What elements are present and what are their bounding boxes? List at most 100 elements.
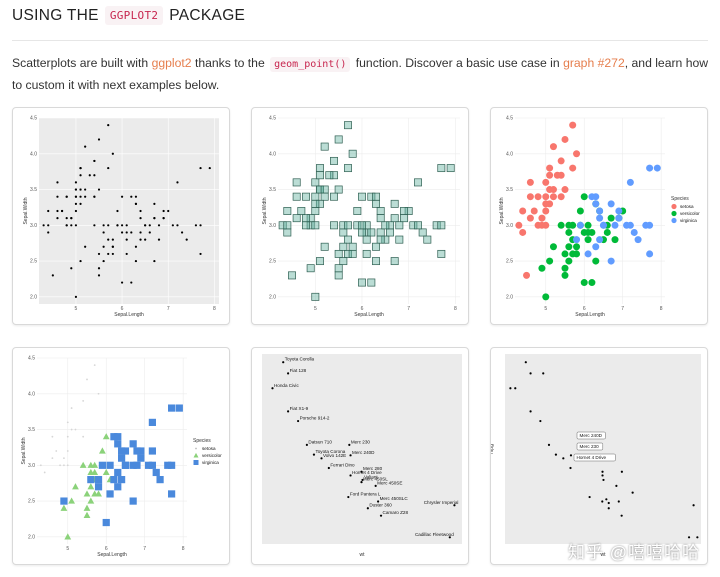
point-label: Camaro Z28 xyxy=(383,510,409,515)
data-point xyxy=(118,476,126,484)
ggplot2-link[interactable]: ggplot2 xyxy=(151,56,192,70)
data-point xyxy=(687,536,691,539)
data-point xyxy=(283,221,292,230)
chart-card-highlight[interactable]: wt mpg Merc 240D Merc 230 Hornet 4 Drive xyxy=(490,347,708,565)
data-point xyxy=(134,195,138,198)
data-point xyxy=(311,192,320,201)
point-label: Merc 450SE xyxy=(377,480,402,485)
heading-prefix: USING THE xyxy=(12,6,99,24)
point-label: Merc 450SL xyxy=(363,477,388,482)
data-point xyxy=(110,433,118,441)
data-point xyxy=(418,228,427,237)
species-color-scatter-chart: 5 6 7 8 2.0 2.5 3.0 3.5 4.0 4.5 Sepal.Length Sepal.… xyxy=(499,116,700,318)
highlight-label-box xyxy=(573,453,616,462)
data-point xyxy=(349,474,352,477)
data-point xyxy=(134,259,138,263)
intro-text-2: thanks to the xyxy=(194,56,265,70)
data-point xyxy=(509,387,512,390)
data-point xyxy=(148,231,151,234)
data-point xyxy=(51,457,54,460)
data-point xyxy=(547,443,551,447)
data-point xyxy=(366,507,369,510)
x-axis-label: Sepal.Length xyxy=(114,312,144,318)
data-point xyxy=(615,214,623,222)
data-point xyxy=(65,195,68,198)
data-point xyxy=(91,461,99,468)
data-point xyxy=(311,221,320,230)
data-point xyxy=(79,166,82,170)
data-point xyxy=(381,235,390,244)
point-label: Toyota Corona xyxy=(315,449,345,454)
data-point xyxy=(120,281,124,284)
data-point xyxy=(353,221,362,230)
data-point xyxy=(347,495,350,499)
data-point xyxy=(358,221,366,230)
data-point xyxy=(334,271,343,280)
data-point xyxy=(615,207,623,215)
data-point xyxy=(414,221,422,230)
data-point xyxy=(565,228,573,236)
data-point xyxy=(379,514,383,517)
data-point xyxy=(47,231,50,234)
data-point xyxy=(573,250,581,258)
data-point xyxy=(320,142,329,151)
data-point xyxy=(557,193,565,201)
data-point xyxy=(562,457,565,460)
data-point xyxy=(320,192,329,201)
data-point xyxy=(367,228,376,237)
y-tick-label: 2.5 xyxy=(506,259,513,265)
data-point xyxy=(70,224,73,227)
data-point xyxy=(592,257,600,265)
data-point xyxy=(312,453,316,456)
data-point xyxy=(584,250,592,258)
point-label: Ford Pantera L xyxy=(350,492,381,497)
x-axis-label: wt xyxy=(601,552,607,558)
data-point xyxy=(66,435,69,438)
data-point xyxy=(102,245,105,248)
data-point xyxy=(330,156,338,165)
package-code-badge: GGPLOT2 xyxy=(104,6,164,25)
data-point xyxy=(603,228,611,236)
y-tick-label: 3.5 xyxy=(30,187,37,193)
point-label: Fiat X1-9 xyxy=(290,406,309,411)
data-point xyxy=(395,221,404,230)
data-point xyxy=(116,224,119,227)
data-point xyxy=(139,238,142,241)
data-point xyxy=(316,199,324,208)
data-point xyxy=(327,466,330,470)
data-point xyxy=(549,143,557,151)
data-point xyxy=(51,435,54,438)
data-point xyxy=(59,464,61,467)
chart-card-basic[interactable]: 5 6 7 8 2.0 2.5 3.0 3.5 4.0 4.5 Sepal.Length Sepal.… xyxy=(12,107,230,325)
data-point xyxy=(125,252,128,256)
data-point xyxy=(134,245,138,248)
legend-entry: versicolor xyxy=(202,453,222,458)
y-tick-label: 3.0 xyxy=(30,223,37,229)
point-label: Merc 240D xyxy=(352,450,375,455)
graph-272-link[interactable]: graph #272 xyxy=(563,56,625,70)
data-point xyxy=(278,221,287,230)
data-point xyxy=(602,478,605,482)
data-point xyxy=(584,236,592,244)
data-point xyxy=(302,192,310,201)
data-point xyxy=(97,267,101,270)
data-point xyxy=(98,447,106,454)
data-point xyxy=(199,166,202,170)
y-axis-label: Sepal.Width xyxy=(262,197,268,224)
highlight-label: Hornet 4 Drive xyxy=(577,455,607,460)
data-point xyxy=(83,504,91,511)
chart-card-species-color[interactable]: 5 6 7 8 2.0 2.5 3.0 3.5 4.0 4.5 Sepal.Length Sepal.… xyxy=(490,107,708,325)
data-point xyxy=(588,228,596,236)
data-point xyxy=(376,228,385,237)
y-tick-label: 2.0 xyxy=(28,534,35,540)
data-point xyxy=(208,166,211,170)
data-point xyxy=(175,404,183,412)
data-point xyxy=(538,264,546,272)
data-point xyxy=(605,498,608,501)
data-point xyxy=(325,171,334,180)
chart-card-species-shape[interactable]: 5 6 7 8 2.0 2.5 3.0 3.5 4.0 4.5 Sepal.Length Sepal.… xyxy=(12,347,230,565)
x-tick-label: 7 xyxy=(407,306,410,312)
data-point xyxy=(114,440,122,448)
chart-card-teal-squares[interactable]: 5 6 7 8 2.0 2.5 3.0 3.5 4.0 4.5 Sepal.Length Sepal.… xyxy=(251,107,469,325)
